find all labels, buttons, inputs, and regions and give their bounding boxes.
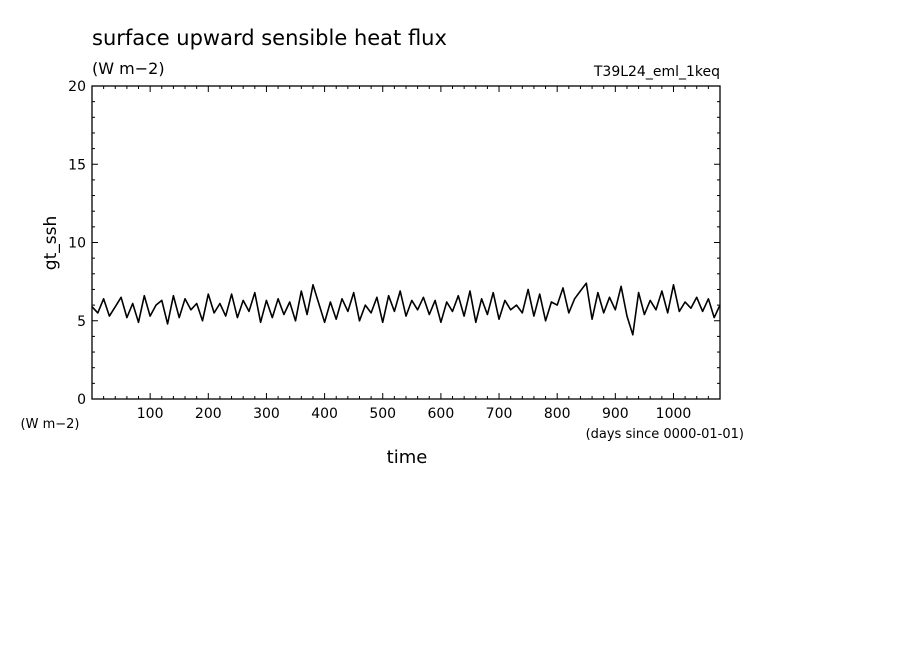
chart-units: (W m−2) [92, 59, 165, 78]
x-tick-label: 400 [311, 406, 338, 422]
y-tick-label: 0 [77, 392, 86, 408]
x-tick-label: 300 [253, 406, 280, 422]
x-axis-label: time [387, 447, 428, 468]
axis-ticks [92, 86, 720, 399]
x-tick-label: 800 [544, 406, 571, 422]
chart-title: surface upward sensible heat flux [92, 26, 447, 50]
y-tick-label: 15 [68, 157, 86, 173]
y-tick-label: 20 [68, 79, 86, 95]
y-tick-label: 10 [68, 236, 86, 252]
x-tick-label: 200 [195, 406, 222, 422]
run-label: T39L24_eml_1keq [593, 64, 720, 80]
x-tick-label: 600 [428, 406, 455, 422]
x-tick-label: 500 [369, 406, 396, 422]
tick-labels: 100 200 300 400 500 600 700 800 900 1000 0 5 10 15 20 [68, 79, 691, 422]
y-unit-label: (W m−2) [21, 417, 80, 432]
x-tick-label: 700 [486, 406, 513, 422]
series-line [91, 282, 721, 336]
x-tick-label: 1000 [656, 406, 692, 422]
y-tick-label: 5 [77, 314, 86, 330]
x-tick-label: 100 [137, 406, 164, 422]
x-tick-label: 900 [602, 406, 629, 422]
plot-frame [91, 85, 721, 400]
y-axis-label: gt_ssh [41, 216, 61, 270]
x-unit-label: (days since 0000-01-01) [586, 427, 744, 442]
